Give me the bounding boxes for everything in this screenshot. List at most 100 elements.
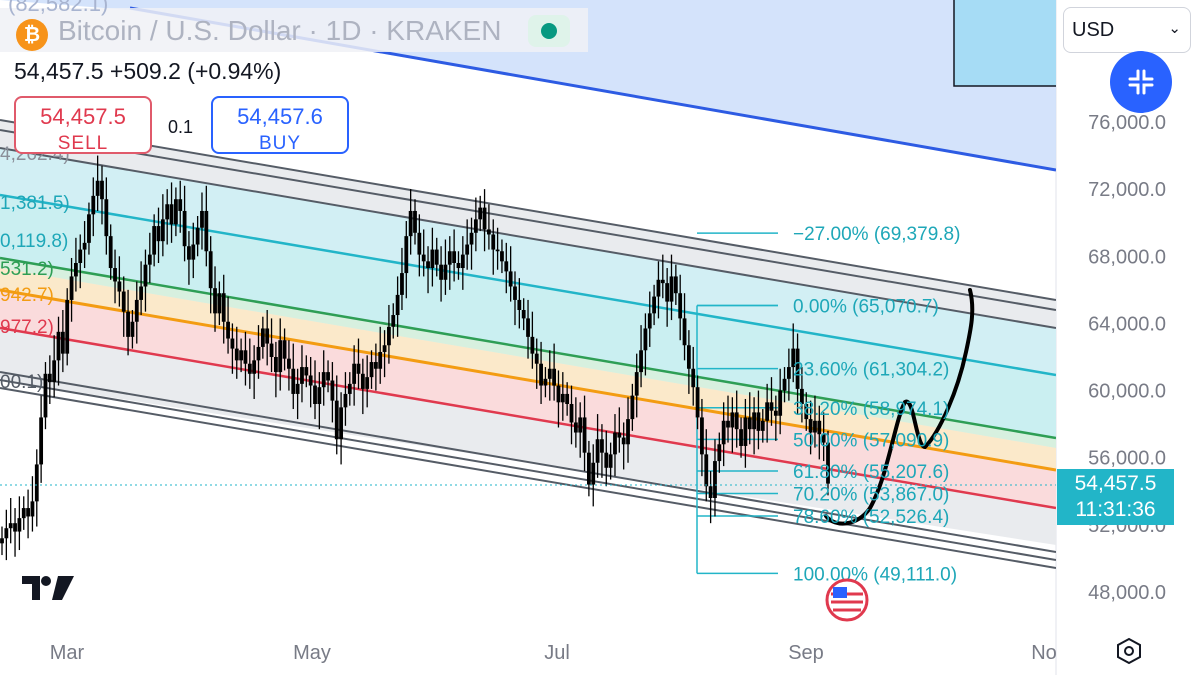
candle-body: [187, 246, 191, 260]
candle-body: [365, 377, 370, 389]
fib-band: [0, 268, 1056, 470]
candle-body: [47, 373, 52, 383]
collapse-icon: [1128, 69, 1154, 95]
candle-body: [504, 261, 509, 272]
channel-line: [0, 379, 1056, 561]
candle-body: [804, 404, 809, 420]
candle-body: [60, 331, 65, 354]
candle-body: [391, 315, 396, 327]
candle-body: [273, 357, 278, 373]
candle-body: [682, 318, 687, 346]
x-tick-label: Mar: [50, 642, 85, 664]
candle-body: [0, 538, 4, 544]
sell-button[interactable]: 54,457.5 SELL: [14, 96, 152, 154]
candle-body: [326, 372, 330, 381]
candle-body: [239, 350, 244, 361]
candle-body: [704, 454, 709, 487]
fib-level-label: 61.80% (55,207.6): [793, 462, 949, 483]
candle-body: [139, 286, 144, 300]
candle-body: [113, 268, 117, 282]
candle-body: [256, 346, 261, 361]
candle-body: [465, 244, 470, 255]
candle-body: [573, 422, 578, 433]
candle-body: [586, 452, 591, 485]
candle-body: [317, 387, 322, 404]
buy-price: 54,457.6: [237, 104, 323, 129]
candle-body: [200, 210, 204, 228]
candle-body: [626, 419, 630, 445]
last-price-value: 54,457.5: [1074, 472, 1157, 495]
candle-body: [643, 328, 648, 351]
candle-body: [686, 345, 691, 369]
candle-body: [213, 288, 217, 314]
candle-body: [678, 293, 683, 319]
candle-body: [339, 407, 343, 440]
settings-hex-icon[interactable]: [1115, 637, 1143, 665]
candle-body: [234, 348, 239, 361]
candle-body: [100, 180, 104, 200]
candle-body: [395, 294, 400, 316]
candle-body: [321, 372, 326, 388]
candle-body: [104, 199, 109, 237]
selection-box: [953, 0, 1056, 87]
candle-body: [134, 299, 139, 322]
currency-select[interactable]: USD ⌄: [1063, 7, 1191, 53]
candle-body: [278, 340, 283, 373]
candle-body: [13, 523, 17, 532]
candle-body: [52, 360, 57, 383]
candle-body: [539, 363, 543, 386]
candle-body: [243, 350, 248, 364]
candle-body: [347, 383, 352, 394]
candle-body: [517, 299, 522, 310]
candle-body: [647, 313, 652, 329]
candle-body: [143, 264, 148, 287]
candle-body: [87, 214, 91, 243]
candle-body: [813, 420, 817, 433]
candle-body: [513, 286, 517, 300]
fib-band: [0, 148, 1056, 375]
candle-body: [608, 454, 613, 468]
clipped-level-label: 977.2): [0, 317, 54, 338]
candle-body: [360, 373, 365, 389]
candle-body: [39, 417, 44, 465]
us-flag-event-icon[interactable]: [823, 578, 871, 622]
candle-body: [782, 378, 787, 391]
candle-body: [791, 348, 796, 368]
candle-body: [665, 283, 670, 302]
buy-button[interactable]: 54,457.6 BUY: [211, 96, 349, 154]
candle-body: [165, 204, 170, 220]
y-tick-label: 64,000.0: [1088, 313, 1166, 335]
candle-body: [434, 249, 439, 265]
candle-body: [169, 204, 174, 225]
candle-body: [304, 367, 309, 376]
candle-body: [756, 412, 761, 431]
projection-drawing: [824, 288, 975, 526]
candle-body: [191, 244, 196, 260]
candle-body: [291, 368, 296, 394]
fullscreen-toggle-button[interactable]: [1110, 51, 1172, 113]
symbol-title[interactable]: Bitcoin / U.S. Dollar · 1D · KRAKEN: [58, 15, 502, 46]
candle-body: [182, 210, 187, 247]
fib-level-label: 70.20% (53,867.0): [793, 485, 949, 506]
candle-body: [769, 402, 774, 411]
candle-body: [691, 368, 696, 388]
candle-body: [617, 432, 622, 438]
buy-label: BUY: [258, 133, 302, 154]
y-tick-label: 68,000.0: [1088, 246, 1166, 268]
last-price-badge: 54,457.5 11:31:36: [1057, 469, 1174, 525]
y-tick-label: 72,000.0: [1088, 179, 1166, 201]
candle-body: [95, 180, 100, 196]
candle-body: [404, 236, 409, 274]
candle-body: [152, 226, 157, 255]
candle-body: [495, 249, 500, 252]
candle-body: [343, 393, 348, 408]
candle-body: [330, 380, 335, 401]
candle-body: [369, 362, 374, 378]
candle-body: [547, 368, 552, 379]
fib-level-label: −27.00% (69,379.8): [793, 224, 960, 245]
clipped-level-label: 1,381.5): [0, 193, 70, 214]
clipped-level-label: 00.1): [0, 372, 43, 393]
candle-body: [534, 353, 539, 364]
candle-body: [669, 276, 674, 302]
